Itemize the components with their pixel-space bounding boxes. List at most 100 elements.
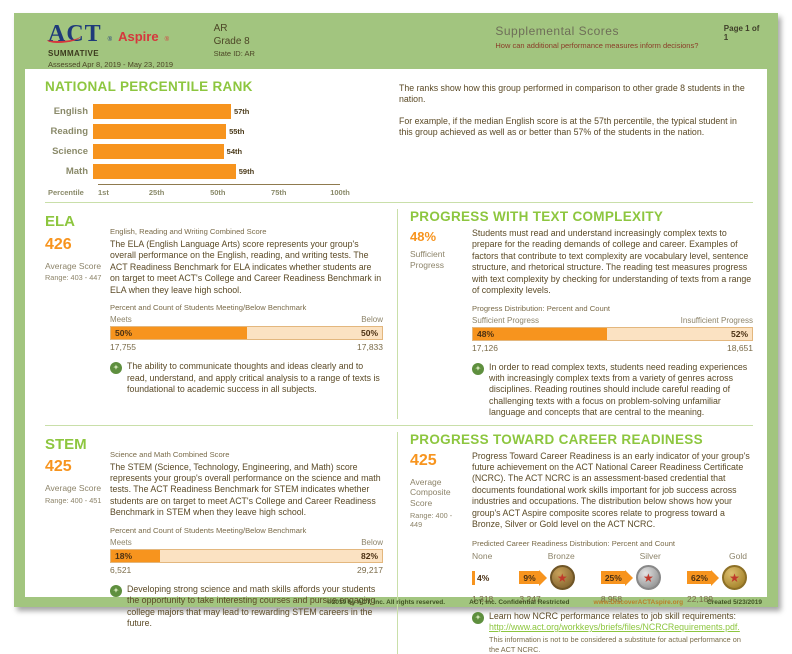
gold-medal-icon: ★	[721, 565, 747, 591]
sufficient-count: 17,126	[472, 342, 498, 353]
insufficient-percent: 52%	[730, 328, 748, 339]
arrow-right-icon	[538, 569, 547, 586]
report-title-block: Supplemental Scores How can additional p…	[495, 22, 723, 50]
grade-label: Grade 8	[213, 35, 250, 47]
ncrc-level-bronze: Bronze 9% ★ 3,247	[519, 550, 575, 604]
ela-below-segment: 50%	[246, 327, 382, 340]
npr-axis-tick: 1st	[98, 188, 109, 197]
ela-subtitle: English, Reading and Writing Combined Sc…	[110, 227, 267, 236]
stem-below-count: 29,217	[357, 564, 383, 575]
insight-icon: ✦	[472, 362, 484, 375]
npr-axis-tick: 75th	[271, 188, 287, 197]
career-disclaimer: This information is not to be considered…	[489, 635, 741, 654]
report-header: ACT ® Aspire ® SUMMATIVE Assessed Apr 8, 2…	[14, 13, 778, 69]
career-readiness-section: PROGRESS TOWARD CAREER READINESS 425 Ave…	[397, 431, 753, 654]
npr-bar-row: English 57th	[45, 104, 375, 119]
ncrc-gold-percent: 62%	[690, 572, 708, 583]
npr-category-label: Science	[52, 146, 88, 157]
stem-below-segment: 82%	[159, 549, 382, 562]
npr-bar	[93, 104, 231, 119]
ncrc-distribution-caption: Predicted Career Readiness Distribution:…	[472, 538, 676, 548]
text-complexity-stacked-bar: 48% 52%	[472, 326, 753, 341]
section-divider	[45, 424, 753, 426]
ncrc-silver-percent: 25%	[604, 572, 622, 583]
ncrc-gold-label: Gold	[729, 550, 747, 561]
stem-benchmark-caption: Percent and Count of Students Meeting/Be…	[110, 525, 307, 535]
text-complexity-percent: 48%	[410, 229, 437, 244]
ela-meets-label: Meets	[110, 315, 132, 325]
silver-medal-icon: ★	[635, 565, 661, 591]
stem-average-score: 425	[45, 458, 72, 476]
stem-score-range: Range: 400 - 451	[45, 496, 102, 506]
ncrc-none-percent: 4%	[477, 572, 490, 583]
ncrc-level-none: None 4% 1,318	[472, 551, 493, 604]
report-body: NATIONAL PERCENTILE RANK English 57th Re…	[25, 69, 767, 654]
footer-confidential: ACT, Inc. Confidential Restricted	[469, 598, 570, 606]
insight-icon: ✦	[110, 584, 122, 597]
insufficient-count: 18,651	[727, 342, 753, 353]
ela-benchmark-chart: Percent and Count of Students Meeting/Be…	[110, 303, 383, 352]
npr-section-title: NATIONAL PERCENTILE RANK	[45, 79, 253, 94]
ela-note: ✦ The ability to communicate thoughts an…	[110, 361, 383, 395]
arrow-right-icon	[624, 569, 633, 586]
text-complexity-note: ✦ In order to read complex texts, studen…	[472, 362, 753, 419]
stem-meets-count: 6,521	[110, 564, 132, 575]
npr-value-label: 57th	[233, 107, 250, 116]
npr-description-paragraph-1: The ranks show how this group performed …	[399, 83, 745, 105]
career-score-range: Range: 400 - 449	[410, 510, 453, 529]
ncrc-bronze-percent: 9%	[523, 572, 536, 583]
ela-stacked-bar: 50% 50%	[110, 326, 383, 341]
stem-below-percent: 82%	[360, 550, 378, 561]
npr-bar-row: Math 59th	[45, 164, 375, 179]
bronze-medal-icon: ★	[549, 565, 575, 591]
ela-below-label: Below	[361, 315, 383, 325]
program-label: SUMMATIVE	[48, 49, 100, 58]
stem-subtitle: Science and Math Combined Score	[110, 449, 230, 459]
sufficient-progress-label: Sufficient Progress	[472, 315, 539, 325]
stem-section-title: STEM	[45, 435, 87, 453]
npr-value-label: 55th	[229, 127, 245, 136]
ela-meets-count: 17,755	[110, 342, 136, 353]
row-ela-text-complexity: ELA 426 Average Score Range: 403 - 447 E…	[45, 209, 753, 419]
career-score-caption: Average Composite Score	[410, 476, 451, 508]
ncrc-requirements-link[interactable]: http://www.act.org/workkeys/briefs/files…	[489, 622, 740, 633]
stem-stacked-bar: 18% 82%	[110, 548, 383, 563]
text-complexity-chart-caption: Progress Distribution: Percent and Count	[472, 303, 611, 313]
career-note: ✦ Learn how NCRC performance relates to …	[472, 611, 753, 654]
assessment-date-range: Assessed Apr 8, 2019 - May 23, 2019	[48, 60, 174, 69]
ncrc-level-silver: Silver 25% ★ 8,958	[600, 551, 661, 604]
stem-meets-label: Meets	[110, 537, 132, 547]
ela-note-text: The ability to communicate thoughts and …	[127, 361, 380, 394]
ncrc-bronze-label: Bronze	[547, 550, 575, 561]
aspire-registered-mark: ®	[164, 37, 169, 43]
ela-body-text: The ELA (English Language Arts) score re…	[110, 239, 382, 295]
act-logo-wordmark: ACT	[47, 21, 102, 47]
insufficient-progress-label: Insufficient Progress	[680, 315, 753, 325]
ela-below-count: 17,833	[357, 342, 383, 353]
ncrc-silver-bar: 25%	[600, 571, 625, 585]
footer-website: www.DiscoverACTAspire.org	[593, 598, 684, 606]
ncrc-bronze-count: 3,247	[519, 593, 541, 604]
stem-body-text: The STEM (Science, Technology, Engineeri…	[110, 461, 381, 518]
state-id-label: State ID: AR	[213, 49, 255, 58]
ncrc-bronze-bar: 9%	[519, 571, 539, 585]
ncrc-none-label: None	[472, 550, 493, 561]
footer-created-date: Created 5/23/2019	[707, 598, 762, 606]
stem-meets-segment: 18%	[111, 549, 160, 562]
row-stem-career: STEM 425 Average Score Range: 400 - 451 …	[45, 431, 753, 654]
stem-score-block: STEM 425 Average Score Range: 400 - 451	[45, 436, 103, 654]
ela-score-caption: Average Score	[45, 260, 102, 271]
npr-category-label: English	[53, 106, 88, 117]
npr-bar-chart: English 57th Reading 55th Science 54th	[45, 104, 375, 197]
report-subtitle: How can additional performance measures …	[495, 41, 699, 50]
text-complexity-chart: Progress Distribution: Percent and Count…	[472, 304, 753, 353]
text-complexity-note-text: In order to read complex texts, students…	[489, 361, 748, 418]
career-readiness-title: PROGRESS TOWARD CAREER READINESS	[410, 431, 703, 447]
ela-score-block: ELA 426 Average Score Range: 403 - 447	[45, 213, 103, 419]
ncrc-silver-count: 8,958	[600, 593, 623, 604]
career-average-composite-score: 425	[410, 451, 437, 469]
text-complexity-stat-caption: Sufficient Progress	[410, 249, 445, 270]
career-score-block: 425 Average Composite Score Range: 400 -…	[410, 451, 465, 654]
npr-value-label: 59th	[238, 167, 255, 176]
ncrc-gold-bar: 62%	[686, 571, 711, 585]
